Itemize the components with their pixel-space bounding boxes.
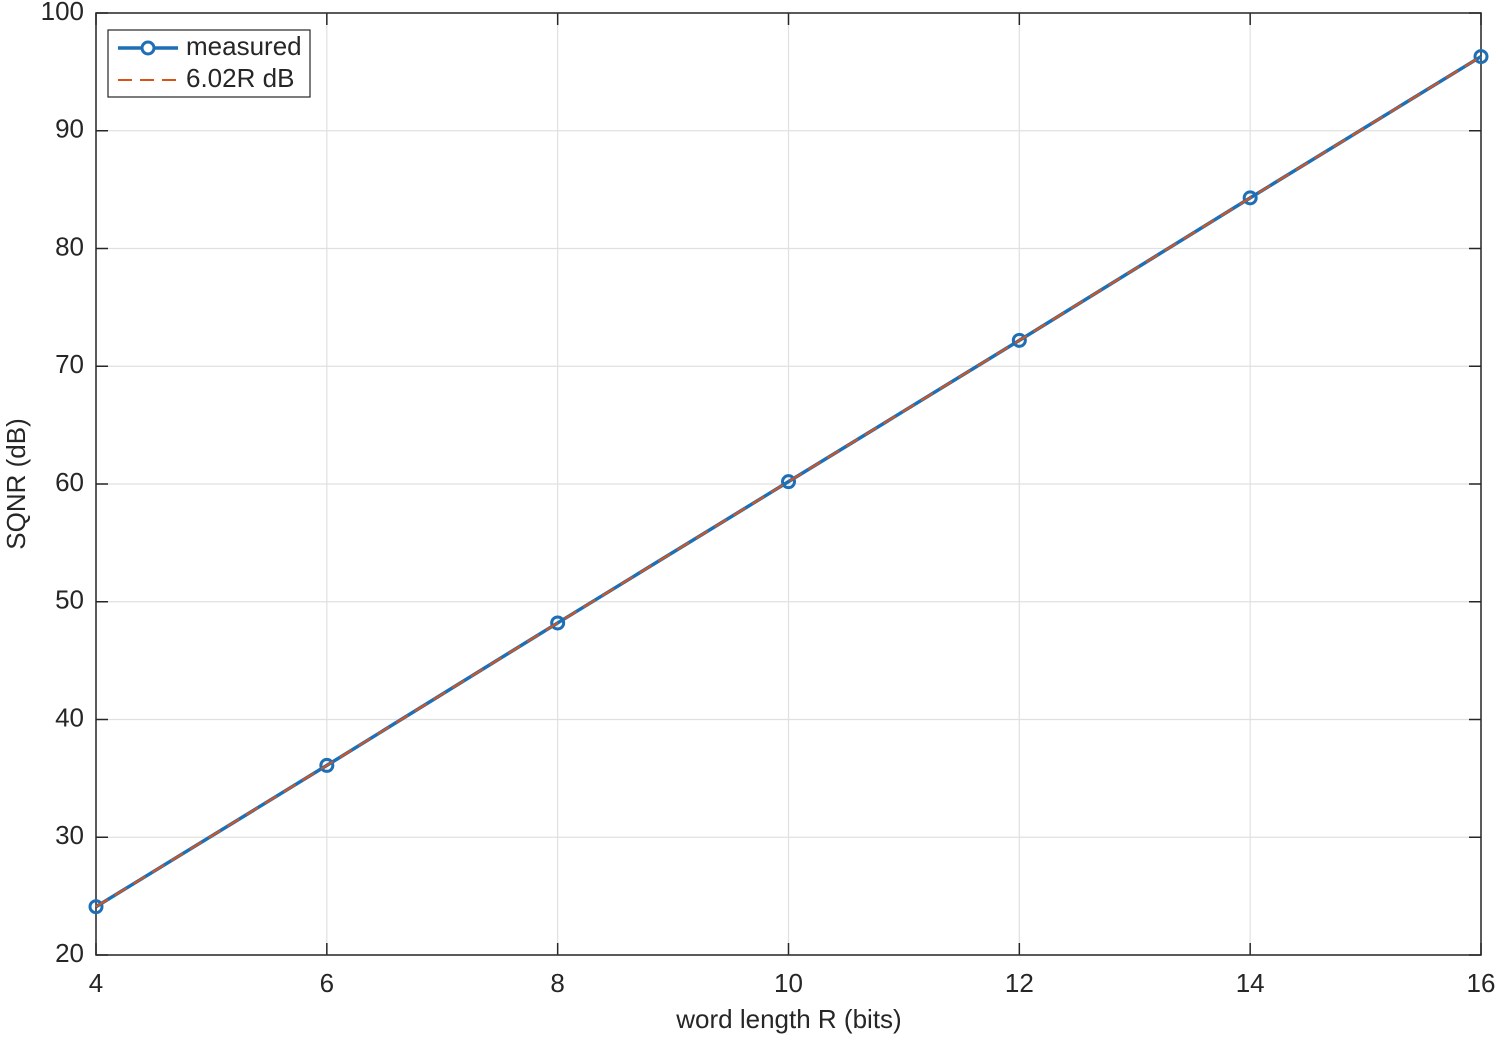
legend-box [107,29,311,98]
data-point [88,899,104,915]
y-tick-label: 20 [55,938,84,968]
x-tick-label: 16 [1467,968,1496,998]
y-axis-label: SQNR (dB) [1,418,31,549]
y-tick-label: 30 [55,820,84,850]
data-point [1473,49,1489,65]
y-tick-label: 50 [55,585,84,615]
x-tick-label: 8 [550,968,564,998]
y-tick-label: 80 [55,231,84,261]
data-point [1011,332,1027,348]
y-tick-label: 40 [55,702,84,732]
y-tick-label: 90 [55,114,84,144]
series-line [95,55,1482,908]
x-tick-label: 10 [774,968,803,998]
data-point [781,474,796,490]
y-tick-label: 70 [55,349,84,379]
axes-box [95,12,1482,956]
legend-label: 6.02R dB [186,63,294,93]
x-axis-label: word length R (bits) [675,1004,901,1034]
data-point [1242,190,1258,206]
data-point [319,757,335,773]
x-tick-label: 4 [89,968,103,998]
x-tick-label: 12 [1005,968,1034,998]
legend-label: measured [186,31,302,61]
y-tick-label: 100 [41,0,84,26]
y-tick-label: 60 [55,467,84,497]
legend-marker [140,40,156,56]
x-tick-label: 14 [1236,968,1265,998]
data-point [550,615,566,631]
x-tick-label: 6 [320,968,334,998]
